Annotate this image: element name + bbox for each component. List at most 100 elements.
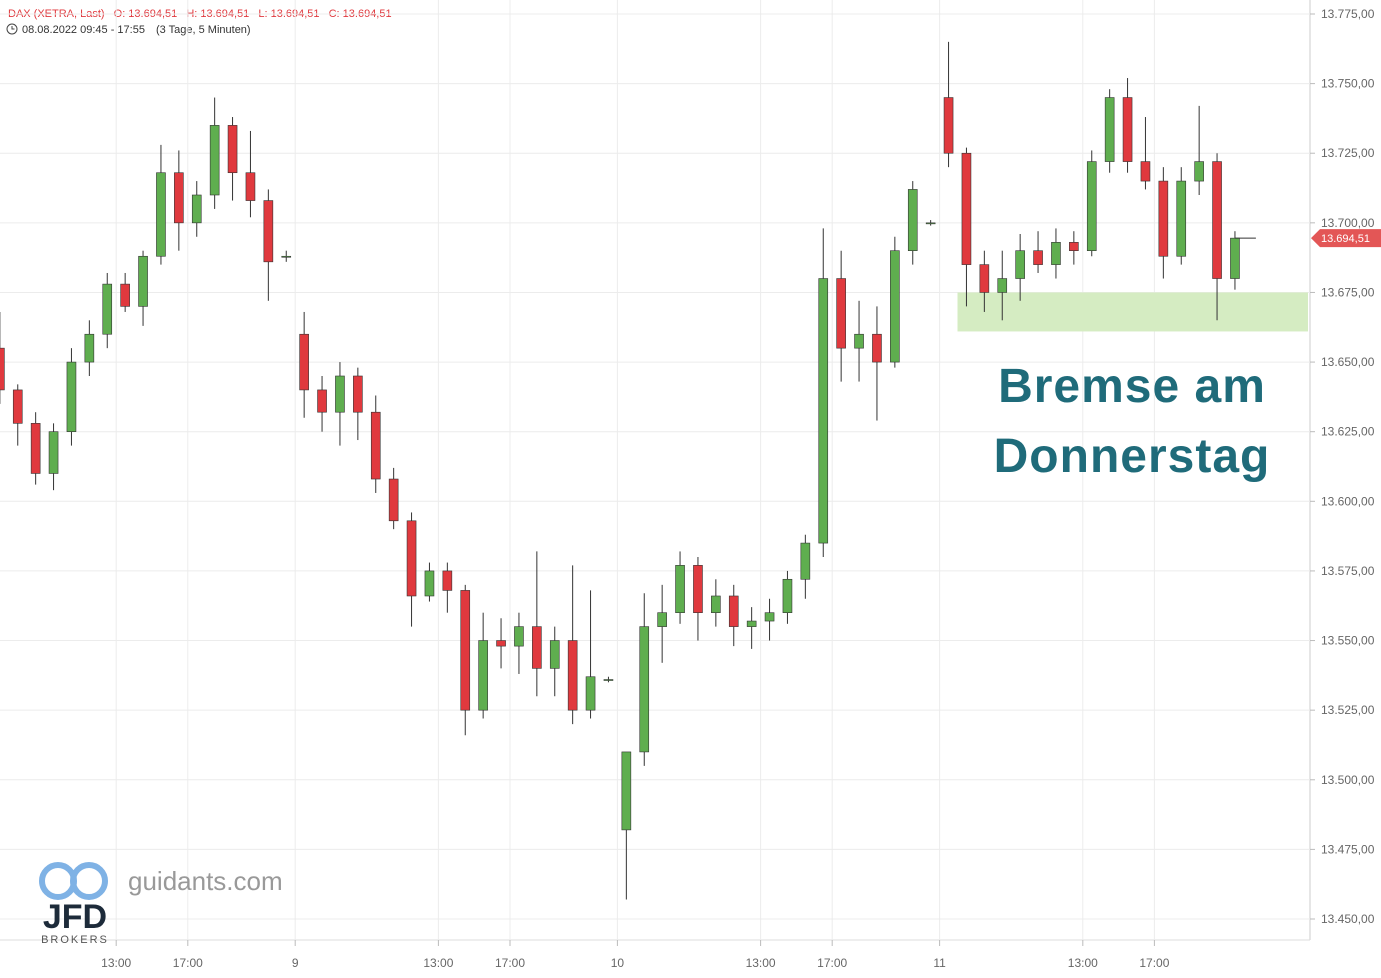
candle-body	[943, 97, 954, 154]
y-tick-label: 13.700,00	[1321, 216, 1375, 230]
clock-hand	[11, 26, 15, 30]
x-tick-label: 9	[292, 956, 299, 970]
x-tick-label: 10	[611, 956, 625, 970]
candle-body	[567, 640, 578, 711]
logo-sub: BROKERS	[41, 934, 109, 946]
candle-body	[872, 333, 882, 363]
period: (3 Tage, 5 Minuten)	[156, 24, 251, 36]
candle-body	[1086, 161, 1097, 251]
candle-body	[997, 278, 1008, 293]
candle-body	[1015, 250, 1025, 279]
y-tick-label: 13.625,00	[1321, 425, 1375, 439]
candle-body	[800, 542, 811, 580]
y-tick-label: 13.525,00	[1321, 703, 1375, 717]
logo: JFD BROKERS guidants.com	[39, 862, 283, 946]
candle-body	[693, 565, 703, 613]
candle-body	[442, 570, 453, 591]
candle-body	[603, 679, 614, 681]
candle-body	[890, 250, 900, 363]
candle-body	[120, 283, 130, 307]
y-tick-label: 13.475,00	[1321, 842, 1375, 856]
candle-body	[1212, 161, 1222, 279]
candle-body	[1140, 161, 1151, 182]
annotation: Donnerstag	[994, 430, 1271, 483]
x-tick-label: 13:00	[1068, 956, 1098, 970]
candle-body	[711, 595, 721, 613]
range-text: 08.08.2022 09:45 - 17:55	[22, 24, 145, 36]
candle-body	[979, 264, 990, 293]
candle-body	[245, 172, 256, 201]
x-tick-label: 17:00	[495, 956, 525, 970]
candle-body	[1158, 180, 1169, 257]
y-tick-label: 13.675,00	[1321, 285, 1375, 299]
y-tick-label: 13.575,00	[1321, 564, 1375, 578]
x-tick-label: 17:00	[1139, 956, 1169, 970]
candle-body	[514, 626, 524, 647]
candle-body	[1033, 250, 1043, 265]
candle-body	[764, 612, 775, 622]
candle-body	[156, 172, 166, 257]
candle-body	[907, 189, 918, 251]
candle-body	[66, 361, 77, 432]
candle-body	[639, 626, 650, 753]
candle-body	[299, 333, 309, 391]
y-tick-label: 13.500,00	[1321, 773, 1375, 787]
x-tick-label: 13:00	[746, 956, 776, 970]
last-price-badge	[1311, 229, 1381, 248]
y-tick-label: 13.600,00	[1321, 494, 1375, 508]
x-tick-label: 17:00	[173, 956, 203, 970]
candle-body	[1176, 180, 1187, 257]
watermark-site: guidants.com	[128, 866, 283, 896]
candle-body	[191, 194, 202, 224]
range: 08.08.2022 09:45 - 17:55 (3 Tage, 5 Minu…	[22, 24, 251, 36]
support-zone	[957, 292, 1308, 332]
candle-body	[836, 278, 846, 349]
candle-body	[30, 423, 41, 474]
candle-body	[138, 255, 148, 307]
y-tick-label: 13.650,00	[1321, 355, 1375, 369]
candle-body	[496, 640, 506, 647]
x-tick-label: 13:00	[101, 956, 131, 970]
candle-body	[84, 333, 95, 363]
candle-body	[621, 751, 632, 831]
y-tick-label: 13.725,00	[1321, 146, 1375, 160]
last-price-label: 13.694,51	[1321, 233, 1370, 245]
candle-body	[728, 595, 739, 627]
x-tick-label: 11	[933, 956, 946, 970]
candle-body	[335, 375, 345, 413]
candle-body	[1194, 161, 1204, 182]
candle-body	[549, 640, 560, 669]
candle-body	[406, 520, 417, 597]
x-tick-label: 17:00	[817, 956, 847, 970]
candle-body	[1051, 242, 1061, 265]
candle-body	[478, 640, 488, 711]
candle-body	[746, 620, 757, 627]
candle-body	[532, 626, 542, 669]
y-tick-label: 13.775,00	[1321, 7, 1375, 21]
candle-body	[675, 565, 685, 613]
candle-body	[353, 375, 363, 413]
candle-body	[925, 222, 936, 225]
candle-body	[12, 389, 23, 424]
candle-body	[782, 578, 793, 613]
candle-body	[1230, 237, 1240, 279]
clock-icon	[6, 23, 18, 35]
logo-ring	[70, 862, 108, 900]
candle-body	[317, 389, 327, 413]
candle-body	[1104, 97, 1115, 162]
logo-brand: JFD	[43, 898, 107, 936]
candle-body	[388, 478, 399, 522]
candle-body	[281, 255, 292, 258]
candle-body	[1122, 97, 1133, 162]
candle-body	[0, 347, 5, 391]
y-tick-label: 13.750,00	[1321, 77, 1375, 91]
candle-body	[174, 172, 184, 224]
candle-body	[961, 152, 972, 265]
candle-body	[48, 431, 59, 474]
candle-body	[227, 125, 238, 174]
candle-body	[460, 590, 471, 711]
candle-body	[585, 676, 596, 711]
x-tick-label: 13:00	[423, 956, 453, 970]
